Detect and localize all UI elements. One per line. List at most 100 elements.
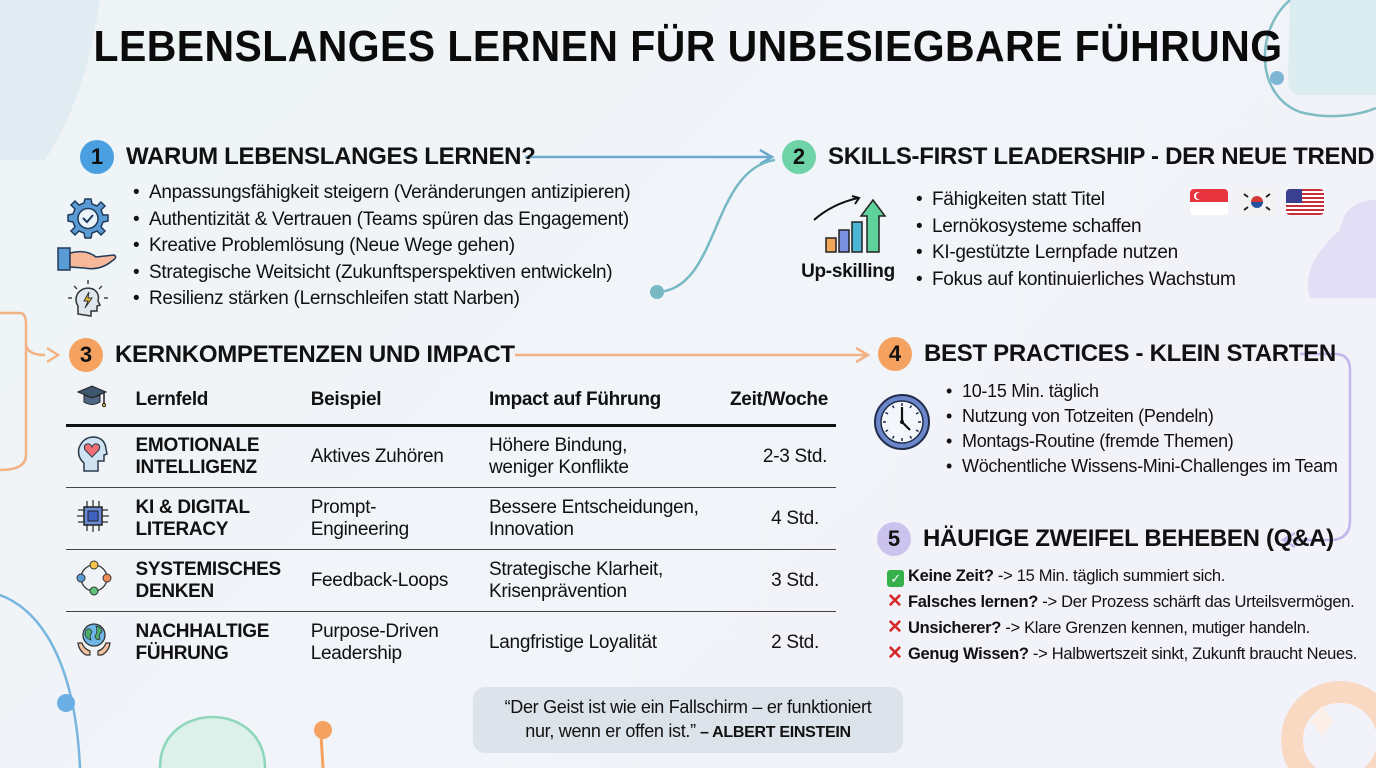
upskilling-graphic: Up-skilling [796, 194, 900, 283]
quote-author: – ALBERT EINSTEIN [695, 724, 851, 741]
section-5-title: HÄUFIGE ZWEIFEL BEHEBEN (Q&A) [923, 525, 1334, 552]
qa-answer: -> Halbwertszeit sinkt, Zukunft braucht … [1028, 645, 1358, 663]
section-1-icons [56, 196, 120, 323]
section-2-badge: 2 [782, 140, 816, 174]
section-3-title: KERNKOMPETENZEN UND IMPACT [115, 341, 515, 368]
quote-line-1: “Der Geist ist wie ein Fallschirm – er f… [504, 697, 872, 717]
table-row: SYSTEMISCHES DENKEN Feedback-Loops Strate… [66, 550, 836, 612]
qa-item: ✕ Genug Wissen? -> Halbwertszeit sinkt, Z… [887, 641, 1357, 667]
section-2-list: Fähigkeiten statt Titel Lernökosysteme s… [914, 187, 1236, 294]
time-cell: 2 Std. [771, 631, 819, 653]
chip-icon [77, 499, 109, 532]
column-header: Lernfeld [135, 389, 209, 410]
time-cell: 2-3 Std. [762, 446, 828, 467]
impact-line2: weniger Konflikte [489, 457, 629, 478]
section-4-title: BEST PRACTICES - KLEIN STARTEN [924, 340, 1336, 367]
time-cell: 4 Std. [771, 507, 819, 529]
impact-line2: Innovation [489, 518, 574, 540]
field-name-line2: INTELLIGENZ [135, 457, 258, 478]
section-4-badge: 4 [878, 337, 912, 371]
qa-question: Falsches lernen? [908, 593, 1039, 611]
example-cell: Prompt-Engineering [310, 496, 409, 540]
list-item: Nutzung von Totzeiten (Pendeln) [944, 404, 1338, 429]
column-header: Zeit/Woche [730, 389, 828, 410]
field-name-line2: FÜHRUNG [135, 642, 229, 664]
table-row: EMOTIONALE INTELLIGENZ Aktives Zuhören Hö… [66, 426, 836, 488]
lightbulb-head-icon [68, 280, 108, 317]
table-header-row: Lernfeld Beispiel Impact auf Führung Zei… [66, 380, 836, 426]
impact-line1: Bessere Entscheidungen, [489, 496, 699, 518]
cross-icon: ✕ [887, 617, 903, 638]
section-5-badge: 5 [877, 522, 911, 556]
time-cell: 3 Std. [771, 569, 819, 591]
south-korea-flag [1238, 189, 1276, 215]
example-cell: Aktives Zuhören [310, 446, 444, 467]
impact-line1: Langfristige Loyalität [489, 631, 657, 653]
field-name-line1: EMOTIONALE [135, 435, 260, 456]
list-item: Strategische Weitsicht (Zukunftsperspekt… [131, 260, 630, 287]
qa-item: ✕ Unsicherer? -> Klare Grenzen kennen, mu… [887, 615, 1357, 641]
cycle-nodes-icon [76, 560, 112, 595]
list-item: KI-gestützte Lernpfade nutzen [914, 240, 1235, 267]
header-icon-cell [66, 380, 128, 426]
section-1-header: 1 WARUM LEBENSLANGES LERNEN? [80, 140, 536, 174]
impact-line1: Höhere Bindung, [489, 435, 628, 456]
field-name-line1: NACHHALTIGE [135, 620, 270, 642]
list-item: 10-15 Min. täglich [944, 379, 1338, 404]
column-header: Impact auf Führung [489, 389, 661, 410]
qa-question: Unsicherer? [908, 619, 1001, 637]
section-2-header: 2 SKILLS-FIRST LEADERSHIP - DER NEUE TRE… [782, 140, 1375, 174]
list-item: Anpassungsfähigkeit steigern (Veränderun… [131, 180, 631, 207]
qa-question: Genug Wissen? [908, 645, 1029, 663]
table-row: KI & DIGITAL LITERACY Prompt-Engineering … [66, 488, 836, 550]
column-header: Beispiel [310, 389, 382, 410]
list-item: Montags-Routine (fremde Themen) [944, 429, 1338, 454]
field-name-line1: SYSTEMISCHES [135, 558, 282, 580]
example-cell: Feedback-Loops [310, 569, 449, 591]
upskilling-label: Up-skilling [801, 261, 895, 282]
usa-flag [1286, 189, 1324, 215]
list-item: Wöchentliche Wissens-Mini-Challenges im … [944, 454, 1338, 479]
open-hand-icon [57, 247, 117, 271]
field-name-line1: KI & DIGITAL [135, 496, 251, 518]
section-1-list: Anpassungsfähigkeit steigern (Veränderun… [131, 180, 631, 313]
check-icon: ✓ [887, 570, 904, 587]
qa-question: Keine Zeit? [908, 567, 994, 585]
graduation-cap-icon [76, 385, 108, 408]
qa-list: ✓ Keine Zeit? -> 15 Min. täglich summiert… [887, 564, 1357, 667]
list-item: Authentizität & Vertrauen (Teams spüren … [131, 207, 630, 234]
list-item: Fokus auf kontinuierliches Wachstum [914, 267, 1236, 294]
cross-icon: ✕ [887, 643, 903, 664]
competency-table: Lernfeld Beispiel Impact auf Führung Zei… [66, 380, 836, 674]
section-1-badge: 1 [80, 140, 114, 174]
qa-item: ✕ Falsches lernen? -> Der Prozess schärft… [887, 589, 1357, 615]
table-row: NACHHALTIGE FÜHRUNG Purpose-Driven Leader… [66, 612, 836, 674]
globe-hands-icon [77, 623, 111, 656]
list-item: Fähigkeiten statt Titel [914, 187, 1235, 214]
field-name-line2: LITERACY [135, 518, 229, 540]
flags-row [1190, 189, 1324, 215]
quote-text-end: nur, wenn er offen ist.” [525, 721, 696, 741]
section-1-title: WARUM LEBENSLANGES LERNEN? [126, 143, 536, 170]
qa-answer: -> Klare Grenzen kennen, mutiger handeln… [1001, 619, 1310, 637]
page-title: LEBENSLANGES LERNEN FÜR UNBESIEGBARE FÜH… [93, 22, 1283, 71]
qa-answer: -> Der Prozess schärft das Urteilsvermög… [1038, 593, 1355, 611]
section-2-title: SKILLS-FIRST LEADERSHIP - DER NEUE TREND [828, 143, 1375, 170]
head-heart-icon [77, 436, 108, 472]
clock-icon [874, 394, 930, 450]
section-3-header: 3 KERNKOMPETENZEN UND IMPACT [69, 338, 515, 372]
qa-item: ✓ Keine Zeit? -> 15 Min. täglich summiert… [887, 564, 1357, 589]
growth-chart-icon [813, 195, 887, 253]
quote-line-2: nur, wenn er offen ist.” – ALBERT EINSTE… [473, 719, 903, 745]
list-item: Lernökosysteme schaffen [914, 214, 1235, 241]
singapore-flag [1190, 189, 1228, 215]
impact-line1: Strategische Klarheit, [489, 558, 664, 580]
impact-line2: Krisenprävention [489, 580, 627, 602]
section-4-header: 4 BEST PRACTICES - KLEIN STARTEN [878, 337, 1336, 371]
example-cell: Purpose-Driven Leadership [310, 620, 439, 664]
list-item: Kreative Problemlösung (Neue Wege gehen) [131, 233, 630, 260]
quote-box: “Der Geist ist wie ein Fallschirm – er f… [473, 687, 903, 753]
section-4-list: 10-15 Min. täglich Nutzung von Totzeiten… [944, 379, 1338, 479]
cross-icon: ✕ [887, 591, 903, 612]
